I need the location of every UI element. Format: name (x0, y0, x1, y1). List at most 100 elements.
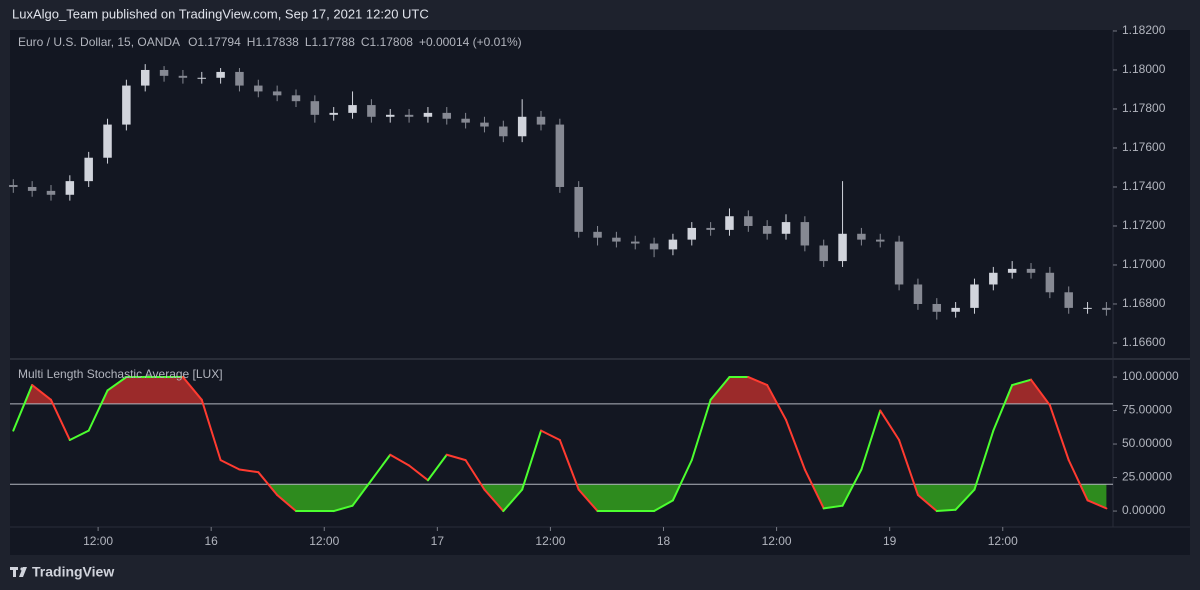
candle-body (876, 239, 885, 242)
logo-dot (20, 567, 24, 571)
oscillator-segment (540, 429, 561, 442)
y-tick-label: 75.00000 (1122, 403, 1172, 417)
candle-body (536, 116, 546, 125)
oversold-fill (13, 484, 1107, 512)
oscillator-segment (389, 453, 411, 467)
candle-body (254, 85, 263, 92)
x-tick-label: 12:00 (309, 534, 339, 548)
oscillator-segment (822, 504, 844, 510)
candle-body (1083, 307, 1092, 309)
candle-body (517, 116, 527, 137)
candle-body (423, 112, 433, 117)
candle-body (668, 239, 678, 250)
ohlc-high: H1.17838 (247, 35, 299, 49)
candle-body (649, 243, 659, 250)
symbol-title: Euro / U.S. Dollar, 15, OANDA (18, 35, 180, 49)
candle-body (9, 185, 18, 187)
indicator-title: Multi Length Stochastic Average [LUX] (18, 367, 223, 381)
oscillator-segment (276, 493, 297, 513)
candle-body (367, 105, 376, 117)
x-tick-label: 18 (657, 534, 671, 548)
oscillator-segment (935, 508, 957, 513)
candle-body (612, 237, 621, 242)
candle-body (894, 241, 904, 285)
oscillator-segment (558, 439, 580, 491)
footer-brand: TradingView (32, 564, 114, 580)
candle-body (762, 225, 772, 234)
x-tick-label: 12:00 (83, 534, 113, 548)
oscillator-segment (841, 468, 863, 507)
y-tick-label: 50.00000 (1122, 436, 1172, 450)
x-tick-label: 17 (431, 534, 445, 548)
oscillator-segment (49, 398, 71, 442)
candle-body (1026, 268, 1036, 273)
y-tick-label: 1.17800 (1122, 101, 1166, 115)
oscillator-segment (219, 459, 241, 471)
oscillator-segment (577, 488, 599, 513)
candle-body (140, 69, 150, 86)
candle-body (291, 95, 301, 102)
y-tick-label: 0.00000 (1122, 503, 1166, 517)
candle-body (348, 105, 357, 113)
candle-body (329, 112, 338, 115)
logo-stem (13, 567, 16, 577)
candle-body (46, 190, 56, 195)
plot-layer: 1.16600 1.16800 1.17000 1.17200 1.17400 1.176… (9, 23, 1179, 548)
oscillator-segment (954, 488, 976, 511)
y-tick-label: 1.18000 (1122, 62, 1166, 76)
oscillator-segment (351, 479, 373, 507)
oscillator-segment (87, 389, 109, 432)
x-tick-label: 19 (883, 534, 897, 548)
oscillator-segment (106, 376, 128, 392)
oscillator-segment (1067, 459, 1089, 502)
oscillator-segment (464, 459, 486, 491)
y-tick-label: 1.18200 (1122, 23, 1166, 37)
candle-body (27, 186, 37, 191)
candle-body (310, 101, 320, 115)
oscillator-segment (181, 376, 203, 401)
price-change: +0.00014 (+0.01%) (419, 35, 522, 49)
oscillator-segment (973, 429, 995, 491)
candle-body (461, 118, 470, 123)
candle-body (84, 157, 93, 182)
oscillator-segment (671, 459, 693, 502)
oscillator-segment (916, 493, 938, 513)
candle-body (159, 69, 169, 76)
oscillator-segment (332, 504, 354, 513)
oscillator-segment (238, 468, 260, 474)
oscillator-segment (709, 376, 731, 401)
y-tick-label: 1.16600 (1122, 335, 1166, 349)
candle-body (216, 71, 225, 78)
candle-body (819, 245, 828, 262)
candle-body (197, 77, 207, 79)
candle-body (913, 284, 923, 304)
ohlc-close: C1.17808 (361, 35, 413, 49)
candle-body (725, 216, 734, 230)
candle-body (574, 186, 583, 232)
y-tick-label: 1.17200 (1122, 218, 1166, 232)
candle-body (838, 233, 847, 262)
candle-body (744, 216, 753, 226)
x-tick-label: 12:00 (988, 534, 1018, 548)
oscillator-segment (483, 488, 505, 513)
candle-body (1064, 292, 1073, 308)
x-tick-label: 16 (205, 534, 219, 548)
oscillator-segment (502, 488, 524, 513)
symbol-legend: Euro / U.S. Dollar, 15, OANDA O1.17794 H1.… (18, 35, 522, 49)
candle-body (932, 303, 942, 312)
chart-area (10, 30, 1190, 555)
candle-body (178, 75, 188, 78)
oscillator-segment (31, 384, 52, 401)
x-tick-label: 12:00 (535, 534, 565, 548)
candle-body (989, 272, 998, 285)
candle-body (951, 307, 960, 312)
ohlc-open: O1.17794 (188, 35, 241, 49)
publish-header: LuxAlgo_Team published on TradingView.co… (12, 6, 429, 21)
y-tick-label: 100.00000 (1122, 369, 1179, 383)
oscillator-segment (898, 439, 919, 496)
candle-body (1102, 307, 1111, 310)
oscillator-segment (1086, 499, 1108, 510)
candle-body (630, 241, 640, 244)
y-tick-label: 1.17400 (1122, 179, 1166, 193)
